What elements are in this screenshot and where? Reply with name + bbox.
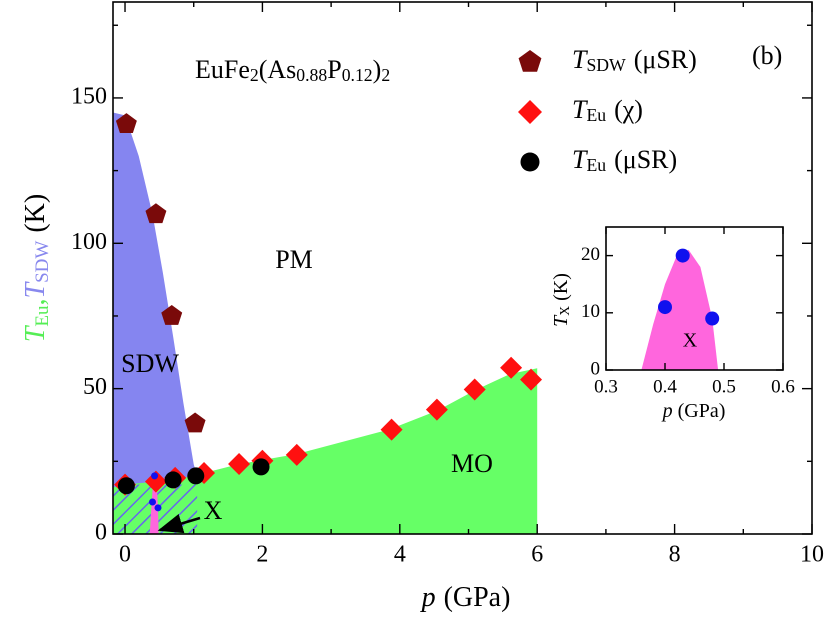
inset-plot: [641, 249, 719, 370]
arrow: [157, 513, 201, 534]
y-axis-label-part: Eu: [32, 305, 53, 327]
legend-label-part: SDW: [586, 55, 626, 75]
legend-label-part: (χ): [614, 95, 643, 124]
region-label: SDW: [121, 349, 179, 378]
chart-title-part: P: [327, 55, 341, 84]
inset-y-label-part: X: [557, 306, 572, 316]
x-axis-label-part: p: [420, 582, 436, 613]
phase-region: [113, 112, 198, 534]
legend-label: TEu (μSR): [572, 145, 677, 175]
inset-point: [658, 300, 672, 315]
y-tick-label: 50: [83, 374, 107, 400]
axes-frame: [112, 1, 813, 535]
legend-label-part: Eu: [586, 105, 606, 125]
chart-title-part: 2: [381, 65, 390, 85]
data-point: [184, 412, 206, 433]
legend-marker: [518, 100, 542, 124]
inset-x-label-part: p: [661, 400, 673, 422]
y-tick-label: 100: [71, 229, 107, 255]
data-point: [115, 113, 137, 133]
chart-title-part: ): [373, 55, 382, 84]
chart-title-part: 0.88: [296, 65, 327, 85]
chart-title: EuFe2(As0.88P0.12)2: [195, 55, 390, 85]
chart-title-part: (As: [259, 55, 297, 84]
data-point: [285, 443, 308, 466]
legend-label-part: (μSR): [634, 45, 697, 74]
region-label: PM: [275, 245, 313, 274]
data-point: [520, 368, 543, 391]
data-point: [144, 470, 167, 493]
inset-y-tick-label: 10: [581, 301, 600, 322]
legend-marker: [518, 50, 542, 72]
x-tick-label: 10: [800, 542, 824, 568]
data-point: [161, 304, 183, 325]
inset-y-label-part: T: [550, 314, 572, 327]
inset-x-tick-label: 0.3: [594, 376, 618, 397]
x-tick-label: 0: [119, 542, 131, 568]
inset-x-tick-label: 0.5: [712, 376, 736, 397]
data-point: [228, 452, 251, 475]
x-tick-label: 4: [394, 542, 406, 568]
inset-y-tick-label: 20: [581, 244, 600, 265]
data-point: [380, 418, 403, 441]
inset-x-label-part: (GPa): [678, 400, 726, 422]
x-tick-label: 6: [531, 542, 543, 568]
data-point: [117, 477, 135, 495]
x-tick-label: 8: [669, 542, 681, 568]
y-axis-label-part: T: [20, 281, 51, 299]
legend-label: TSDW (μSR): [572, 45, 697, 75]
phase-region: [641, 249, 719, 370]
legend-label-part: Eu: [586, 155, 606, 175]
inset-point: [705, 311, 720, 326]
x-point: [149, 498, 157, 506]
inset-x-tick-label: 0.4: [653, 376, 677, 397]
inset-region-label: X: [683, 330, 698, 352]
inset-x-tick-label: 0.6: [771, 376, 795, 397]
legend-label-part: T: [572, 45, 588, 74]
x-axis-label-part: (GPa): [444, 582, 511, 613]
y-axis-label-part: T: [20, 324, 51, 342]
data-point: [164, 471, 182, 489]
y-axis-label-part: ,: [20, 299, 51, 306]
phase-region: [113, 368, 538, 534]
chart-title-part: 0.12: [342, 65, 373, 85]
legend-label-part: (μSR): [614, 145, 677, 174]
data-point: [187, 467, 205, 485]
region-label: MO: [451, 449, 493, 478]
inset-frame: [605, 226, 784, 371]
legend-label-part: T: [572, 95, 588, 124]
data-point: [500, 356, 523, 379]
inset-y-label: TX (K): [550, 273, 572, 327]
inset-point: [675, 248, 690, 263]
data-point: [463, 378, 486, 401]
y-axis-label: TEu,TSDW(K): [20, 194, 52, 342]
data-point: [252, 458, 270, 476]
x-point: [151, 472, 159, 480]
inset-y-tick-label: 0: [591, 358, 601, 379]
panel-label: (b): [752, 41, 782, 70]
y-axis-label-part: SDW: [32, 241, 53, 283]
legend-label: TEu (χ): [572, 95, 643, 125]
y-axis-label-part: (K): [20, 194, 51, 233]
y-tick-label: 0: [95, 520, 107, 546]
inset-y-label-part: (K): [550, 273, 572, 301]
data-point: [145, 203, 167, 224]
x-axis-label: p (GPa): [420, 582, 511, 613]
chart-title-part: 2: [250, 65, 259, 85]
data-point: [425, 398, 448, 421]
x-point: [154, 504, 162, 512]
inset-x-label: p (GPa): [661, 400, 726, 422]
chart-title-part: EuFe: [195, 55, 250, 84]
y-tick-label: 150: [71, 83, 107, 109]
legend-label-part: T: [572, 145, 588, 174]
legend-marker: [520, 152, 540, 172]
region-label: X: [204, 496, 223, 525]
x-tick-label: 2: [256, 542, 268, 568]
